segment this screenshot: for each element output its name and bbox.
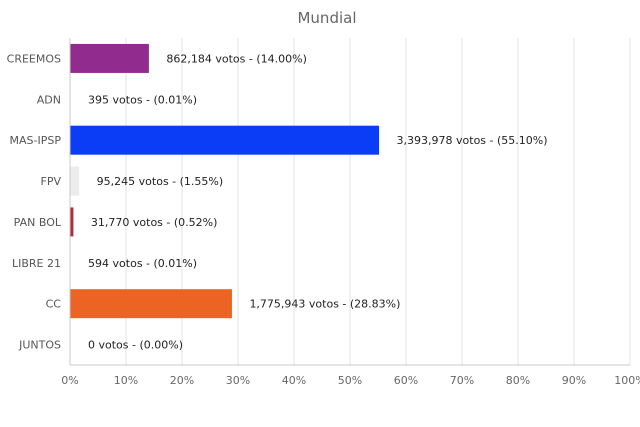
bar-fpv [70, 166, 80, 196]
bar-cc [70, 289, 232, 319]
category-label: LIBRE 21 [12, 257, 61, 270]
x-tick-label: 10% [114, 374, 138, 387]
category-label: CREEMOS [7, 52, 61, 65]
x-tick-label: 90% [562, 374, 586, 387]
category-label: FPV [41, 175, 62, 188]
data-label: 594 votos - (0.01%) [88, 257, 197, 270]
x-tick-label: 50% [338, 374, 362, 387]
category-label: ADN [37, 93, 61, 106]
bars [70, 43, 380, 319]
bar-pan-bol [70, 207, 74, 237]
x-tick-label: 30% [226, 374, 250, 387]
gridlines [69, 38, 631, 366]
chart-title: Mundial [297, 9, 356, 27]
x-tick-label: 40% [282, 374, 306, 387]
data-label: 3,393,978 votos - (55.10%) [397, 134, 548, 147]
category-label: CC [46, 298, 62, 311]
category-label: JUNTOS [18, 339, 61, 352]
data-label: 1,775,943 votos - (28.83%) [249, 298, 400, 311]
x-tick-label: 0% [61, 374, 78, 387]
data-label: 862,184 votos - (14.00%) [166, 52, 307, 65]
category-label: MAS-IPSP [10, 134, 62, 147]
data-label: 395 votos - (0.01%) [88, 93, 197, 106]
labels: 0% 10% 20% 30% 40% 50% 60% 70% 80% 90% 100% CREEMOS… [7, 52, 640, 387]
category-label: PAN BOL [14, 216, 62, 229]
data-label: 95,245 votos - (1.55%) [97, 175, 223, 188]
x-tick-label: 100% [614, 374, 640, 387]
x-tick-label: 70% [450, 374, 474, 387]
bar-creemos [70, 43, 149, 73]
x-tick-label: 80% [506, 374, 530, 387]
data-label: 0 votos - (0.00%) [88, 339, 183, 352]
data-label: 31,770 votos - (0.52%) [91, 216, 218, 229]
x-tick-label: 60% [394, 374, 418, 387]
x-tick-label: 20% [170, 374, 194, 387]
bar-mas-ipsp [70, 125, 380, 155]
